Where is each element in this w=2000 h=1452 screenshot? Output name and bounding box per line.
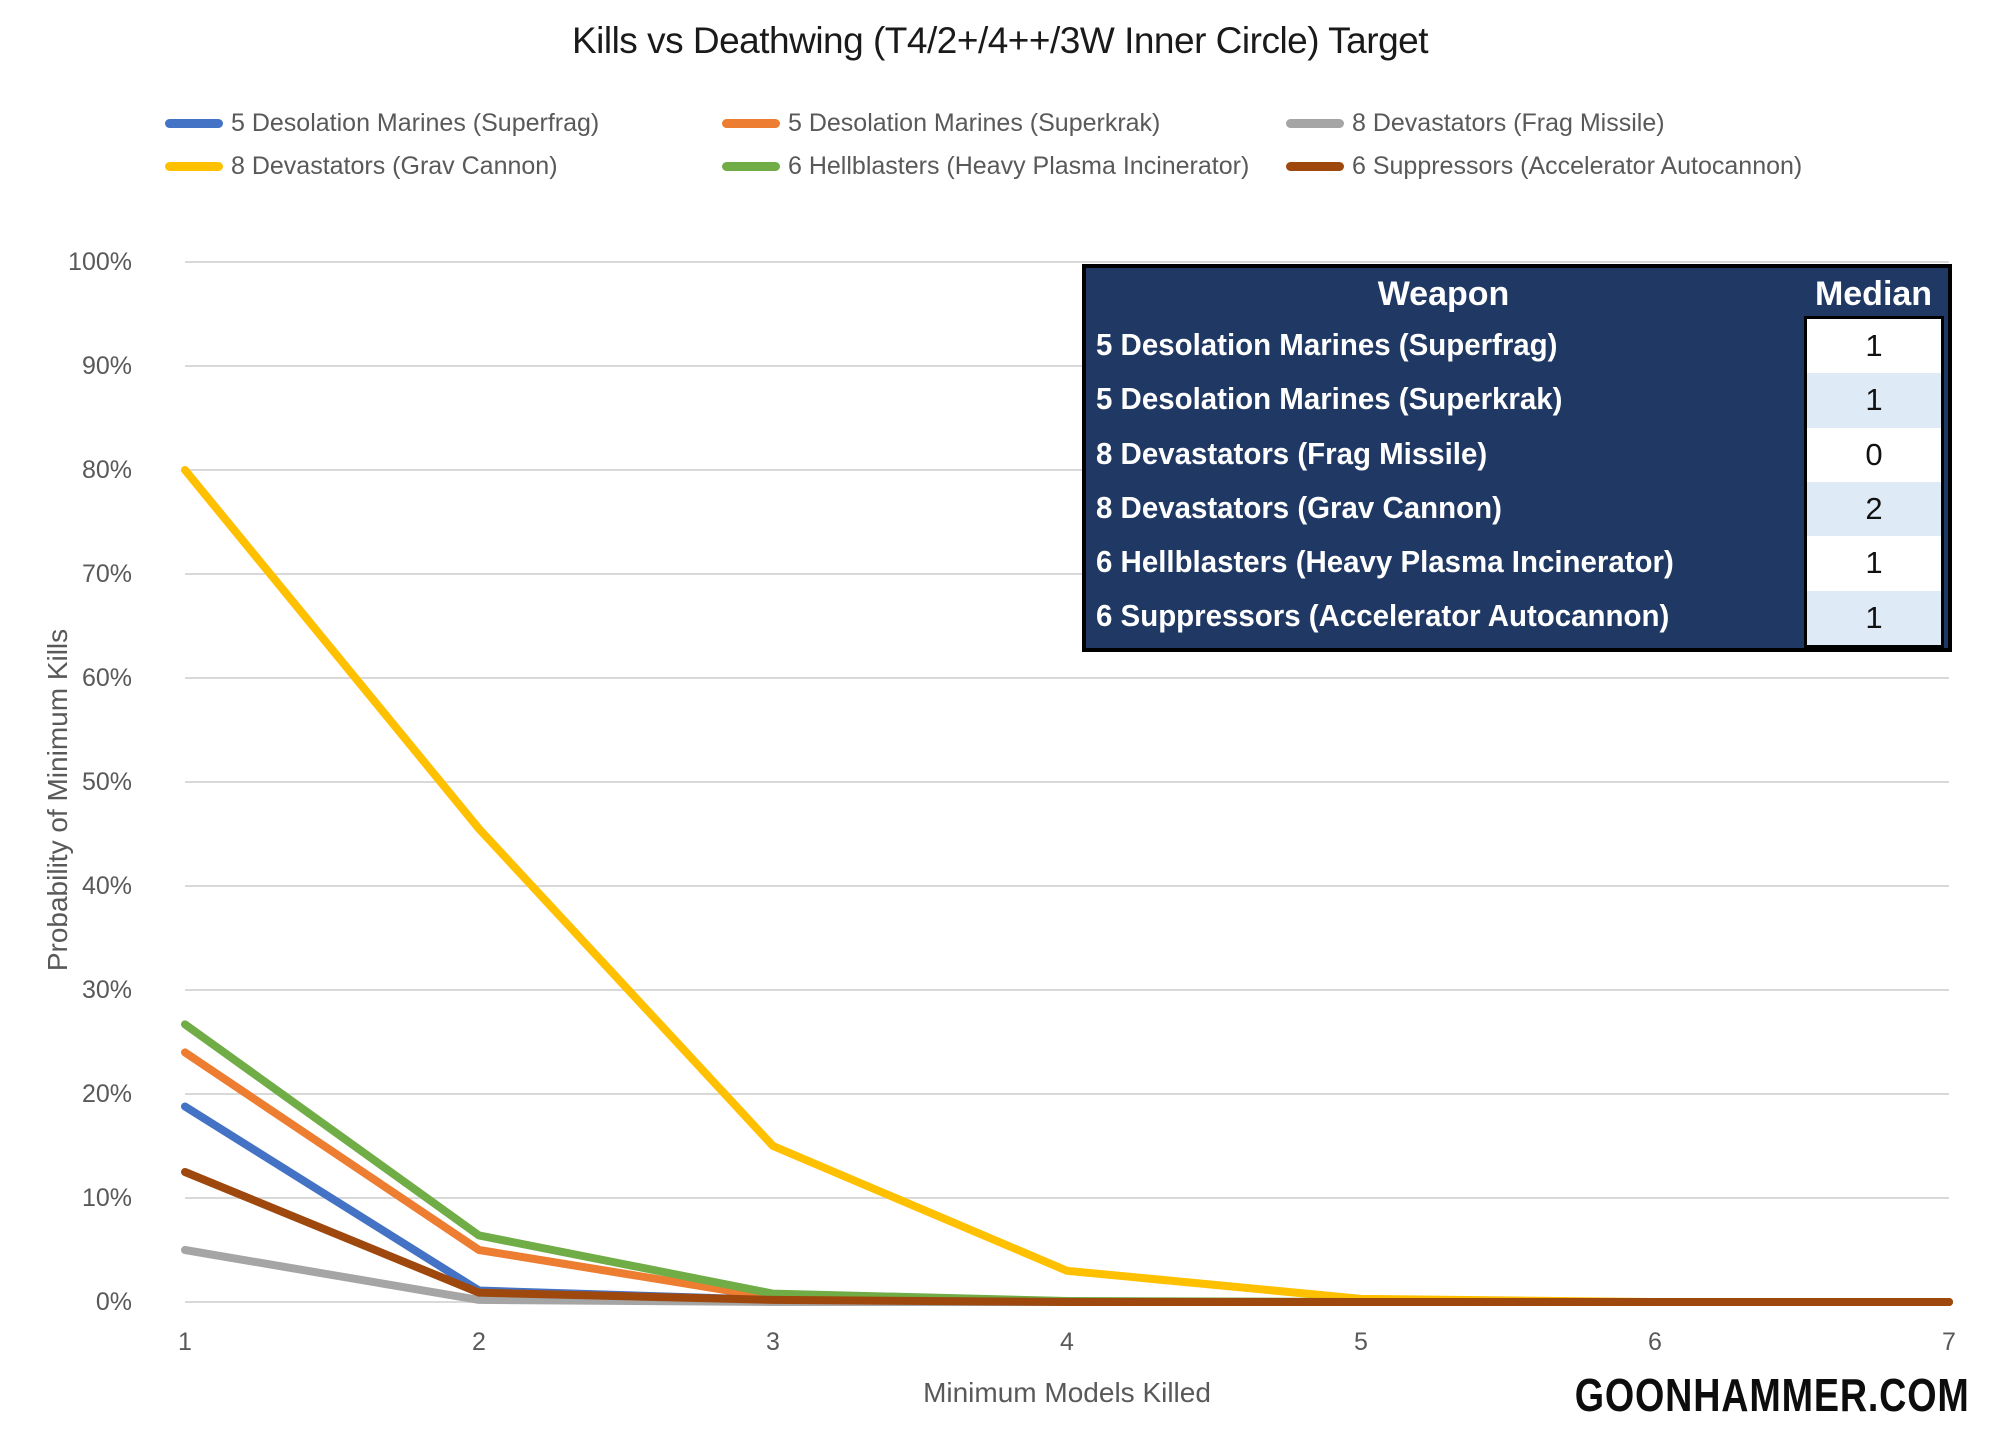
x-axis-title: Minimum Models Killed bbox=[923, 1377, 1211, 1408]
y-tick-label: 70% bbox=[81, 560, 132, 588]
legend-label: 6 Suppressors (Accelerator Autocannon) bbox=[1352, 151, 1803, 180]
chart-title: Kills vs Deathwing (T4/2+/4++/3W Inner C… bbox=[571, 20, 1429, 61]
legend-item: 6 Suppressors (Accelerator Autocannon) bbox=[1286, 151, 1802, 181]
y-tick-label: 20% bbox=[81, 1080, 132, 1108]
legend-swatch-icon bbox=[1286, 161, 1344, 171]
table-median-column: 1 1 0 2 1 1 bbox=[1804, 316, 1944, 648]
legend-swatch-icon bbox=[165, 118, 223, 128]
x-tick-label: 4 bbox=[1060, 1328, 1074, 1356]
y-tick-label: 10% bbox=[81, 1184, 132, 1212]
legend-item: 5 Desolation Marines (Superfrag) bbox=[165, 108, 599, 138]
x-tick-label: 3 bbox=[766, 1328, 780, 1356]
legend-swatch-icon bbox=[165, 161, 223, 171]
y-tick-label: 50% bbox=[81, 768, 132, 796]
legend-label: 5 Desolation Marines (Superfrag) bbox=[231, 108, 600, 137]
legend-item: 8 Devastators (Grav Cannon) bbox=[165, 151, 558, 181]
table-weapon-cell: 6 Hellblasters (Heavy Plasma Incinerator… bbox=[1096, 544, 1674, 580]
y-tick-label: 30% bbox=[81, 976, 132, 1004]
legend-label: 8 Devastators (Frag Missile) bbox=[1352, 108, 1665, 137]
x-tick-label: 6 bbox=[1648, 1328, 1662, 1356]
goonhammer-watermark: GOONHAMMER.COM bbox=[1575, 1369, 1970, 1421]
legend-label: 5 Desolation Marines (Superkrak) bbox=[788, 108, 1161, 137]
legend-item: 8 Devastators (Frag Missile) bbox=[1286, 108, 1665, 138]
table-median-cell: 2 bbox=[1807, 481, 1941, 537]
y-tick-label: 80% bbox=[81, 456, 132, 484]
y-tick-label: 90% bbox=[81, 352, 132, 380]
legend-label: 6 Hellblasters (Heavy Plasma Incinerator… bbox=[788, 151, 1250, 180]
y-tick-label: 40% bbox=[81, 872, 132, 900]
x-tick-label: 7 bbox=[1942, 1328, 1956, 1356]
table-median-cell: 1 bbox=[1865, 328, 1883, 363]
legend-swatch-icon bbox=[722, 161, 780, 171]
table-median-cell: 1 bbox=[1865, 545, 1883, 581]
x-tick-label: 1 bbox=[178, 1328, 192, 1356]
legend-item: 5 Desolation Marines (Superkrak) bbox=[722, 108, 1160, 138]
legend-swatch-icon bbox=[1286, 118, 1344, 128]
table-weapon-column: 5 Desolation Marines (Superfrag) 5 Desola… bbox=[1096, 318, 1796, 644]
table-weapon-cell: 8 Devastators (Frag Missile) bbox=[1096, 435, 1488, 471]
table-median-cell: 0 bbox=[1865, 436, 1883, 472]
median-summary-table: Weapon Median 5 Desolation Marines (Supe… bbox=[1082, 264, 1952, 652]
series-line bbox=[181, 1020, 1953, 1306]
table-median-cell: 1 bbox=[1807, 373, 1941, 428]
legend-item: 6 Hellblasters (Heavy Plasma Incinerator… bbox=[722, 151, 1249, 181]
y-tick-label: 60% bbox=[81, 664, 132, 692]
table-header-median: Median bbox=[1814, 275, 1933, 313]
x-tick-label: 2 bbox=[472, 1328, 486, 1356]
table-header-weapon: Weapon bbox=[1377, 275, 1510, 313]
x-tick-label: 5 bbox=[1354, 1328, 1368, 1356]
table-weapon-cell: 8 Devastators (Grav Cannon) bbox=[1096, 489, 1502, 525]
y-tick-label: 100% bbox=[68, 248, 132, 276]
y-tick-label: 0% bbox=[95, 1288, 132, 1316]
table-weapon-cell: 6 Suppressors (Accelerator Autocannon) bbox=[1096, 598, 1670, 634]
table-median-cell: 1 bbox=[1807, 590, 1941, 645]
table-weapon-cell: 5 Desolation Marines (Superfrag) bbox=[1096, 327, 1558, 362]
legend-label: 8 Devastators (Grav Cannon) bbox=[231, 151, 558, 180]
series-line bbox=[181, 1048, 1953, 1306]
y-axis-title: Probability of Minimum Kills bbox=[42, 628, 73, 972]
series-line bbox=[181, 1168, 1953, 1306]
table-weapon-cell: 5 Desolation Marines (Superkrak) bbox=[1096, 381, 1563, 417]
legend-swatch-icon bbox=[722, 118, 780, 128]
